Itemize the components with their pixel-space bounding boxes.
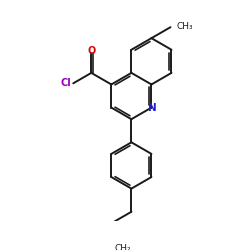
Text: CH₃: CH₃ bbox=[177, 22, 193, 30]
Text: Cl: Cl bbox=[60, 78, 71, 88]
Text: O: O bbox=[87, 46, 96, 56]
Text: N: N bbox=[148, 102, 157, 113]
Text: CH₂: CH₂ bbox=[114, 244, 131, 250]
